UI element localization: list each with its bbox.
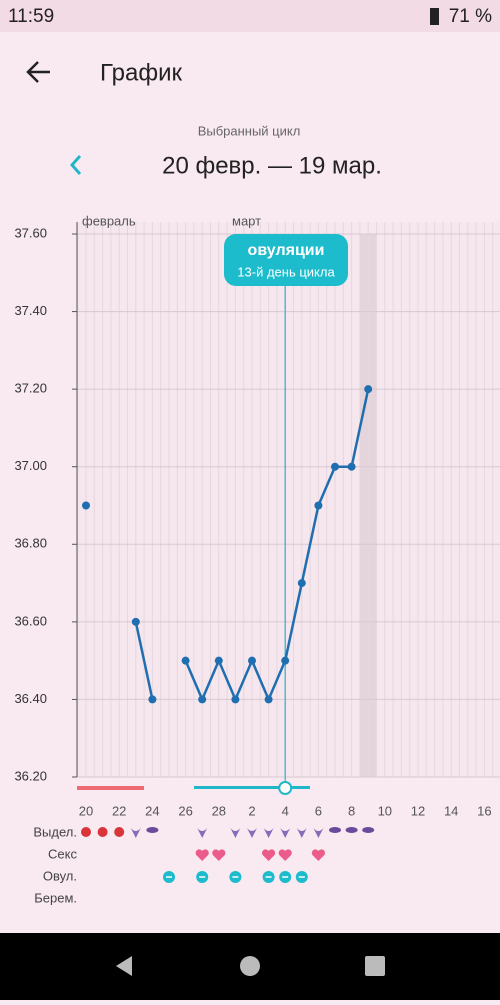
cycle-range: 20 февр. — 19 мар. [162,152,382,179]
temperature-point [248,656,256,665]
temperature-point [364,385,373,394]
cycle-caption: Выбранный цикл [198,123,301,138]
month-label: март [232,213,261,228]
x-tick-label: 24 [145,803,159,818]
y-tick-label: 36.80 [14,536,47,551]
nav-home[interactable] [240,956,260,976]
discharge-icon [280,828,291,838]
period-bar [77,786,144,790]
battery-icon [430,8,439,25]
sex-icon [278,849,292,861]
temperature-point [264,695,273,704]
ovulation-subtitle: 13-й день цикла [237,264,335,279]
discharge-icon [313,828,324,838]
temperature-point [347,462,356,471]
temperature-point [214,656,223,665]
temperature-point [82,501,90,510]
plot-background [77,222,500,777]
y-tick-label: 37.40 [14,303,47,318]
row-label: Берем. [34,890,77,905]
sex-icon [195,849,209,861]
back-button[interactable] [26,61,50,83]
temperature-point [231,695,240,704]
prev-cycle[interactable] [69,155,82,175]
sex-icon [212,849,226,861]
temperature-point [148,695,157,704]
x-tick-label: 22 [112,803,126,818]
x-tick-label: 20 [79,803,93,818]
ovulation-badge [224,234,348,286]
chart: 36.20 36.40 36.60 36.80 37.00 37.20 37.40 37.60… [14,213,500,905]
selected-day [278,781,293,795]
temperature-point [297,579,306,588]
month-label: февраль [82,213,136,228]
status-bar [0,0,500,32]
discharge-icon [329,827,341,833]
y-tick-label: 36.40 [14,691,47,706]
x-tick-label: 28 [212,803,226,818]
discharge-icon [114,827,125,837]
discharge-icon [130,828,141,838]
x-tick-label: 12 [411,803,425,818]
y-tick-label: 37.60 [14,225,47,240]
temperature-point [314,501,323,510]
discharge-icon [146,827,159,833]
temperature-point [198,695,207,704]
temperature-point [131,617,140,626]
discharge-icon [263,828,274,838]
nav-recent[interactable] [365,956,385,976]
discharge-icon [197,828,208,838]
status-time: 11:59 [8,6,54,27]
y-tick-label: 36.60 [14,613,47,628]
discharge-icon [97,827,108,837]
temperature-point [181,656,190,665]
discharge-icon [247,828,257,838]
ovulation-title: овуляции [248,242,325,259]
x-tick-label: 26 [178,803,192,818]
x-tick-label: 10 [378,803,392,818]
sex-icon [311,849,326,861]
discharge-icon [345,827,358,833]
discharge-icon [296,828,307,838]
nav-back[interactable] [116,956,132,976]
row-label: Выдел. [33,824,77,839]
sex-icon [261,849,276,861]
status-battery: 71 % [449,6,492,27]
x-tick-label: 2 [248,803,255,818]
x-tick-label: 6 [315,803,322,818]
screen-title: График [100,59,182,86]
y-tick-label: 37.20 [14,381,47,396]
y-tick-label: 37.00 [14,458,47,473]
temperature-point [331,462,339,471]
x-tick-label: 14 [444,803,458,818]
x-tick-label: 4 [282,803,289,818]
discharge-icon [362,827,375,833]
fertile-bar [194,786,310,789]
discharge-icon [81,827,91,837]
row-label: Секс [48,846,77,861]
x-tick-label: 16 [477,803,491,818]
x-tick-label: 8 [348,803,355,818]
row-label: Овул. [43,868,77,883]
y-tick-label: 36.20 [14,768,47,783]
discharge-icon [230,828,241,838]
temperature-point [281,656,290,665]
temperature-line [134,621,154,700]
